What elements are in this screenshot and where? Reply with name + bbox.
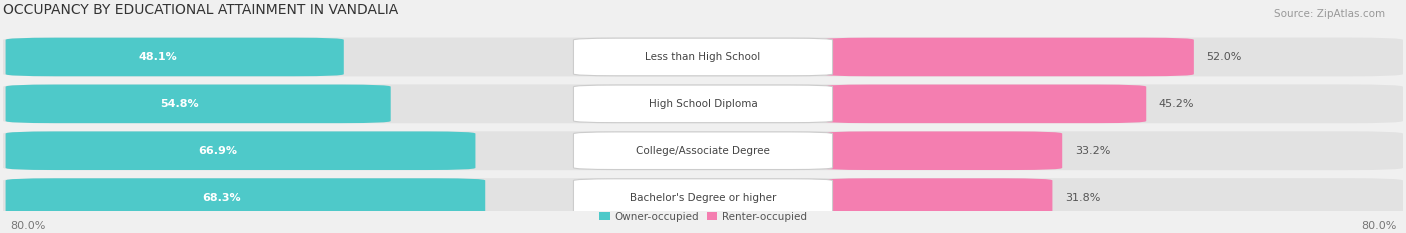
FancyBboxPatch shape — [821, 178, 1053, 217]
Text: College/Associate Degree: College/Associate Degree — [636, 146, 770, 156]
FancyBboxPatch shape — [821, 85, 1146, 123]
FancyBboxPatch shape — [574, 85, 832, 123]
Text: 80.0%: 80.0% — [1361, 221, 1396, 231]
Text: Less than High School: Less than High School — [645, 52, 761, 62]
FancyBboxPatch shape — [6, 131, 475, 170]
Text: 31.8%: 31.8% — [1064, 193, 1101, 203]
Text: 66.9%: 66.9% — [198, 146, 238, 156]
Text: Source: ZipAtlas.com: Source: ZipAtlas.com — [1274, 9, 1385, 19]
Text: 80.0%: 80.0% — [10, 221, 45, 231]
FancyBboxPatch shape — [821, 38, 1194, 76]
FancyBboxPatch shape — [3, 84, 1403, 123]
Text: Bachelor's Degree or higher: Bachelor's Degree or higher — [630, 193, 776, 203]
FancyBboxPatch shape — [574, 132, 832, 170]
Text: OCCUPANCY BY EDUCATIONAL ATTAINMENT IN VANDALIA: OCCUPANCY BY EDUCATIONAL ATTAINMENT IN V… — [3, 3, 398, 17]
Text: 33.2%: 33.2% — [1074, 146, 1111, 156]
FancyBboxPatch shape — [821, 131, 1062, 170]
FancyBboxPatch shape — [3, 38, 1403, 76]
Text: 54.8%: 54.8% — [160, 99, 198, 109]
Text: 52.0%: 52.0% — [1206, 52, 1241, 62]
FancyBboxPatch shape — [3, 131, 1403, 170]
Text: 68.3%: 68.3% — [202, 193, 242, 203]
FancyBboxPatch shape — [6, 85, 391, 123]
FancyBboxPatch shape — [6, 38, 344, 76]
Text: 48.1%: 48.1% — [139, 52, 177, 62]
FancyBboxPatch shape — [574, 179, 832, 216]
Text: High School Diploma: High School Diploma — [648, 99, 758, 109]
Text: 45.2%: 45.2% — [1159, 99, 1194, 109]
FancyBboxPatch shape — [3, 178, 1403, 217]
FancyBboxPatch shape — [6, 178, 485, 217]
FancyBboxPatch shape — [574, 38, 832, 76]
Legend: Owner-occupied, Renter-occupied: Owner-occupied, Renter-occupied — [599, 212, 807, 222]
